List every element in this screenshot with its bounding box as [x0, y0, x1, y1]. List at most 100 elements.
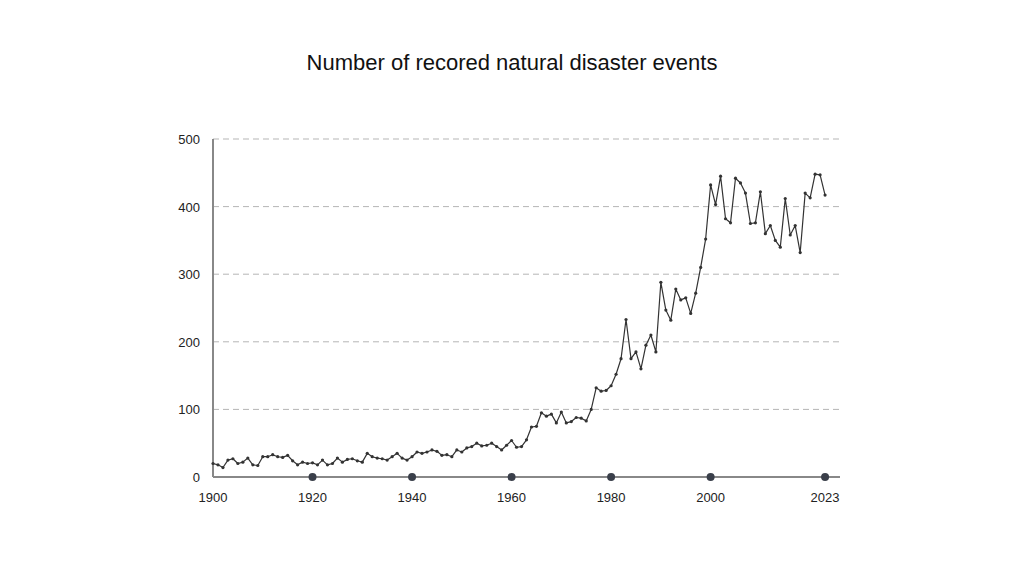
x-tick-mark [508, 473, 516, 481]
data-point [609, 384, 612, 387]
data-point [550, 413, 553, 416]
y-tick-label: 400 [178, 200, 200, 215]
data-point [286, 454, 289, 457]
data-point [485, 444, 488, 447]
data-point [525, 438, 528, 441]
data-line [213, 174, 825, 467]
chart-title: Number of recored natural disaster event… [307, 50, 718, 75]
data-point [809, 196, 812, 199]
data-point [530, 425, 533, 428]
data-point [415, 450, 418, 453]
data-point [346, 458, 349, 461]
data-point [709, 183, 712, 186]
x-tick-mark [607, 473, 615, 481]
grid-line [213, 409, 840, 410]
data-point [818, 173, 821, 176]
data-point [624, 318, 627, 321]
data-point [540, 411, 543, 414]
data-point [759, 190, 762, 193]
data-point [789, 233, 792, 236]
data-point [326, 463, 329, 466]
data-point [410, 455, 413, 458]
data-point [311, 461, 314, 464]
data-point [664, 308, 667, 311]
data-point [575, 416, 578, 419]
x-tick-mark [821, 473, 829, 481]
data-point [475, 442, 478, 445]
data-point [445, 453, 448, 456]
data-point [226, 459, 229, 462]
data-point [221, 466, 224, 469]
data-point [211, 462, 214, 465]
data-point [435, 450, 438, 453]
data-point [291, 459, 294, 462]
data-point [241, 461, 244, 464]
data-point [590, 408, 593, 411]
data-point [694, 292, 697, 295]
data-point [400, 456, 403, 459]
x-tick-label: 1960 [497, 490, 526, 505]
data-point [565, 421, 568, 424]
data-point [336, 456, 339, 459]
data-point [619, 357, 622, 360]
data-point [595, 386, 598, 389]
data-point [405, 459, 408, 462]
data-point [490, 442, 493, 445]
data-point [704, 237, 707, 240]
data-point [639, 367, 642, 370]
x-tick-label: 2023 [811, 490, 840, 505]
data-point [649, 333, 652, 336]
data-point [510, 439, 513, 442]
y-tick-label: 0 [193, 470, 200, 485]
data-point [714, 203, 717, 206]
data-point [455, 448, 458, 451]
data-point [555, 421, 558, 424]
grid-line [213, 341, 840, 342]
data-point [769, 224, 772, 227]
data-point [764, 232, 767, 235]
plot-area [211, 173, 826, 470]
data-point [739, 181, 742, 184]
x-tick-label: 2000 [696, 490, 725, 505]
data-point [231, 457, 234, 460]
data-point [460, 450, 463, 453]
data-point [331, 462, 334, 465]
x-tick-label: 1940 [398, 490, 427, 505]
data-point [301, 461, 304, 464]
chart-svg: Number of recored natural disaster event… [0, 0, 1024, 572]
data-point [535, 425, 538, 428]
data-point [505, 444, 508, 447]
data-point [391, 455, 394, 458]
chart-container: Number of recored natural disaster event… [0, 0, 1024, 572]
data-point [386, 459, 389, 462]
data-point [729, 221, 732, 224]
data-point [679, 298, 682, 301]
data-point [823, 194, 826, 197]
data-point [634, 350, 637, 353]
data-point [420, 452, 423, 455]
data-point [744, 191, 747, 194]
data-point [251, 463, 254, 466]
data-point [719, 175, 722, 178]
data-point [784, 197, 787, 200]
data-point [261, 455, 264, 458]
data-point [699, 266, 702, 269]
x-tick-label: 1900 [199, 490, 228, 505]
data-point [794, 224, 797, 227]
data-point [281, 456, 284, 459]
data-point [306, 462, 309, 465]
grid-line [213, 274, 840, 275]
y-tick-label: 300 [178, 267, 200, 282]
y-tick-label: 200 [178, 335, 200, 350]
data-point [754, 221, 757, 224]
data-point [266, 455, 269, 458]
data-point [629, 357, 632, 360]
data-point [659, 281, 662, 284]
data-point [470, 445, 473, 448]
data-point [246, 456, 249, 459]
data-point [674, 287, 677, 290]
data-point [216, 463, 219, 466]
data-point [684, 296, 687, 299]
y-tick-label: 100 [178, 402, 200, 417]
data-point [316, 463, 319, 466]
